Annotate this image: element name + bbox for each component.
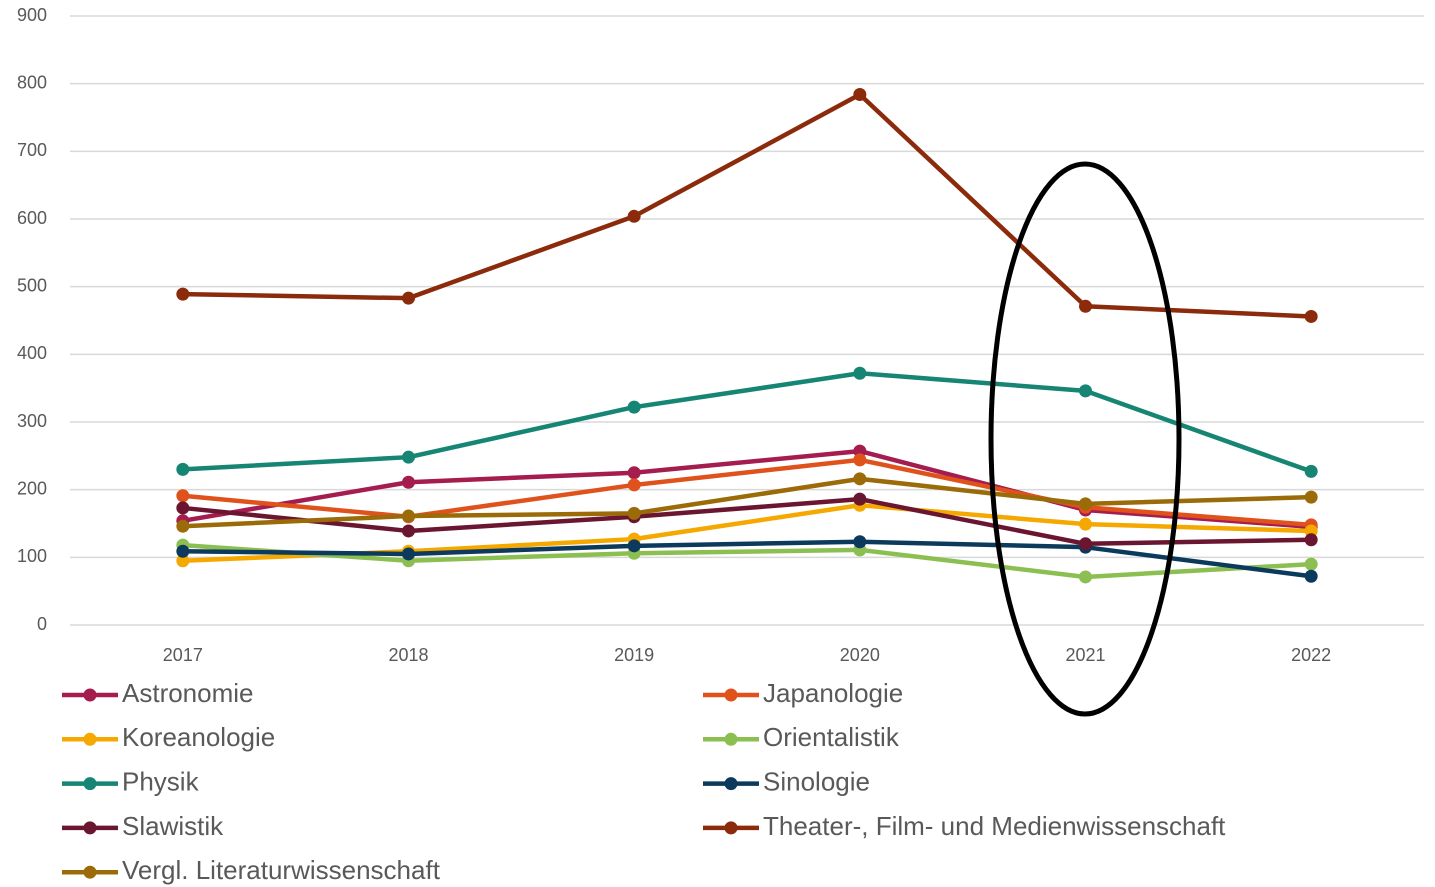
- data-point: [402, 547, 415, 561]
- y-tick-label: 0: [37, 614, 47, 634]
- series-line: [182, 539, 1312, 579]
- y-tick-label: 600: [17, 208, 47, 228]
- y-tick-label: 900: [17, 5, 47, 25]
- data-point: [627, 539, 641, 553]
- legend-marker: [724, 821, 738, 835]
- data-point: [853, 492, 867, 506]
- legend-label: Slawistik: [122, 811, 224, 841]
- lines: [176, 87, 1318, 584]
- data-point: [627, 506, 641, 520]
- legend-marker: [83, 777, 97, 791]
- y-tick-label: 800: [17, 72, 47, 92]
- data-point: [627, 478, 641, 492]
- data-point: [176, 501, 190, 515]
- data-point: [1304, 533, 1318, 547]
- x-tick-label: 2022: [1291, 645, 1331, 665]
- data-point: [627, 209, 641, 223]
- data-point: [1304, 569, 1318, 583]
- data-point: [402, 291, 415, 305]
- grid: 0 100 200 300 400 500 600 700 800 900 2017 2018 2019…: [17, 5, 1424, 665]
- data-point: [1079, 537, 1092, 551]
- data-point: [627, 466, 641, 480]
- x-tick-label: 2021: [1065, 645, 1105, 665]
- series-line: [182, 92, 1312, 319]
- data-point: [1079, 517, 1092, 531]
- x-tick-label: 2017: [163, 645, 203, 665]
- data-point: [176, 462, 190, 476]
- legend-label: Physik: [122, 766, 200, 796]
- data-point: [853, 366, 867, 380]
- data-point: [176, 287, 190, 301]
- y-tick-label: 400: [17, 343, 47, 363]
- x-tick-label: 2018: [388, 645, 428, 665]
- data-point: [1079, 570, 1092, 584]
- data-point: [1304, 309, 1318, 323]
- x-tick-label: 2019: [614, 645, 654, 665]
- series-line: [182, 371, 1312, 474]
- data-point: [1079, 299, 1092, 313]
- legend-marker: [724, 732, 738, 746]
- legend-label: Orientalistik: [763, 722, 900, 752]
- data-point: [1304, 464, 1318, 478]
- data-point: [1304, 490, 1318, 504]
- legend-marker: [83, 821, 97, 835]
- data-point: [402, 450, 415, 464]
- y-tick-label: 200: [17, 478, 47, 498]
- legend-label: Japanologie: [763, 678, 903, 708]
- data-point: [853, 453, 867, 467]
- y-tick-label: 300: [17, 411, 47, 431]
- legend-label: Vergl. Literaturwissenschaft: [122, 855, 441, 885]
- legend-marker: [83, 688, 97, 702]
- legend-label: Sinologie: [763, 766, 870, 796]
- data-point: [853, 535, 867, 549]
- y-tick-label: 500: [17, 275, 47, 295]
- data-point: [402, 509, 415, 523]
- y-tick-label: 100: [17, 546, 47, 566]
- legend-marker: [724, 688, 738, 702]
- legend-label: Theater-, Film- und Medienwissenschaft: [763, 811, 1226, 841]
- data-point: [627, 400, 641, 414]
- series-line: [182, 476, 1312, 529]
- data-point: [402, 524, 415, 538]
- y-tick-label: 700: [17, 140, 47, 160]
- data-point: [1304, 557, 1318, 571]
- series-line: [182, 542, 1312, 580]
- data-point: [853, 87, 867, 101]
- data-point: [176, 519, 190, 533]
- data-point: [176, 554, 190, 568]
- highlight-ellipse: [988, 161, 1182, 717]
- series-line: [182, 496, 1312, 547]
- series-line: [182, 448, 1312, 530]
- legend-marker: [83, 732, 97, 746]
- data-point: [402, 475, 415, 489]
- legend-marker: [83, 865, 97, 879]
- legend-label: Astronomie: [122, 678, 254, 708]
- data-point: [176, 489, 190, 503]
- x-tick-label: 2020: [840, 645, 880, 665]
- data-point: [1079, 384, 1092, 398]
- data-point: [176, 544, 190, 558]
- data-point: [853, 472, 867, 486]
- legend-label: Koreanologie: [122, 722, 275, 752]
- series-line: [182, 457, 1312, 528]
- data-point: [1079, 497, 1092, 511]
- legend-marker: [724, 777, 738, 791]
- legend: Astronomie Japanologie Koreanologie Orienta…: [62, 678, 1226, 885]
